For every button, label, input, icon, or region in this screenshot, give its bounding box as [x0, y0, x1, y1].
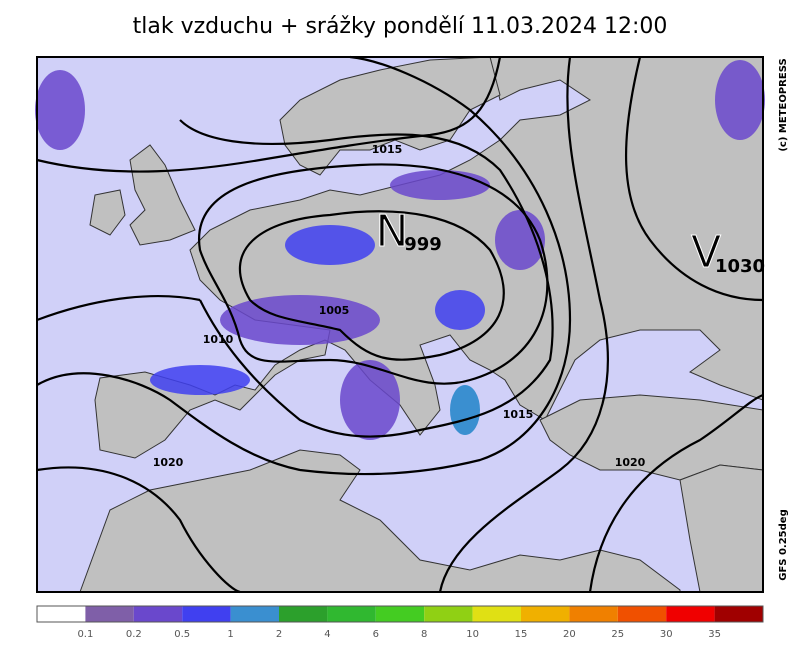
center-letter: V [691, 227, 721, 278]
legend-label: 6 [373, 629, 379, 640]
legend-swatch [375, 606, 425, 622]
precip [715, 60, 765, 140]
legend-swatch [569, 606, 618, 622]
legend-label: 8 [421, 629, 427, 640]
precip [340, 360, 400, 440]
ireland [89, 189, 126, 236]
legend-swatch [521, 606, 570, 622]
map-area [35, 55, 765, 594]
precip [435, 290, 485, 330]
legend-swatch [327, 606, 376, 622]
pressure-centers: N 999 V 1030 [375, 206, 765, 279]
isobar-label: 1015 [372, 143, 403, 156]
legend-swatch [230, 606, 279, 622]
precip [285, 225, 375, 265]
legend-swatch [714, 606, 763, 622]
legend-swatch [182, 606, 231, 622]
legend-label: 20 [563, 629, 576, 640]
isobar [36, 56, 502, 173]
legend: 0.1 0.2 0.5 1 2 4 6 8 10 15 20 25 30 35 [36, 605, 764, 640]
legend-swatch [424, 606, 473, 622]
legend-swatch [37, 606, 86, 622]
center-value: 1030 [715, 256, 765, 277]
isobar-label: 1005 [319, 304, 350, 317]
isobar [36, 56, 609, 594]
legend-swatch [617, 606, 667, 622]
africa [79, 449, 681, 593]
legend-swatch [85, 606, 134, 622]
legend-label: 0.1 [77, 629, 93, 640]
isobar [36, 55, 572, 476]
isobar-labels: 1015 1005 1010 1020 1015 1020 [153, 143, 646, 469]
precip [150, 365, 250, 395]
precip [495, 210, 545, 270]
map-frame [36, 56, 764, 593]
credit: GFS 0.25deg [778, 509, 789, 581]
isobar-label: 1020 [153, 456, 184, 469]
legend-swatch [666, 606, 715, 622]
isobar-label: 1010 [203, 333, 234, 346]
legend-label: 4 [324, 629, 330, 640]
precip [220, 295, 380, 345]
britain [129, 144, 196, 246]
center-letter: N [376, 206, 409, 257]
center-value: 999 [404, 234, 442, 255]
land-east [94, 56, 764, 459]
legend-label: 35 [708, 629, 721, 640]
legend-label: 0.5 [174, 629, 190, 640]
legend-label: 30 [660, 629, 673, 640]
legend-label: 0.2 [126, 629, 142, 640]
precip [390, 170, 490, 200]
legend-swatch [279, 606, 328, 622]
legend-label: 10 [466, 629, 479, 640]
legend-label: 1 [227, 629, 233, 640]
legend-swatch [472, 606, 521, 622]
isobar [238, 210, 505, 361]
isobar-label: 1020 [615, 456, 646, 469]
isobar-label: 1015 [503, 408, 534, 421]
legend-label: 25 [611, 629, 624, 640]
legend-frame [36, 605, 764, 623]
isobar [36, 119, 554, 438]
isobar [197, 163, 549, 385]
legend-label: 15 [515, 629, 528, 640]
legend-label: 2 [276, 629, 282, 640]
precip [450, 385, 480, 435]
legend-swatch [133, 606, 183, 622]
credit: (c) METEOPRESS [778, 58, 789, 151]
isobar [588, 56, 764, 593]
precip [35, 70, 85, 150]
map-title: tlak vzduchu + srážky pondělí 11.03.2024… [133, 14, 668, 39]
